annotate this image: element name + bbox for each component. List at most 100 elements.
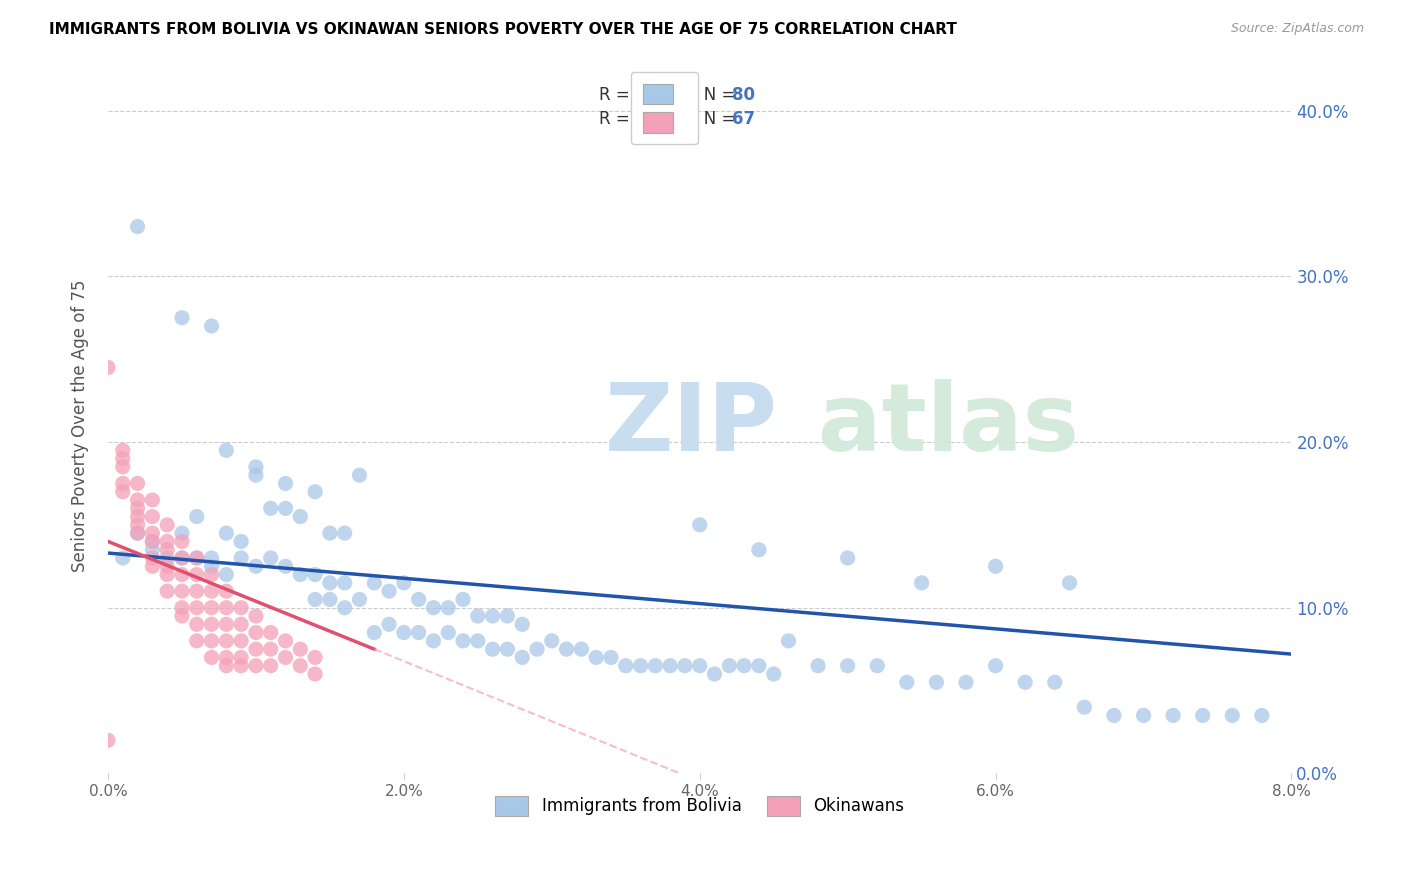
Point — [290, 642, 312, 657]
Text: N =: N = — [688, 111, 741, 128]
Point — [496, 642, 519, 657]
Point — [141, 559, 163, 574]
Point — [186, 509, 208, 524]
Text: -0.213: -0.213 — [634, 86, 695, 103]
Text: N =: N = — [688, 86, 741, 103]
Point — [231, 534, 253, 549]
Point — [319, 592, 342, 607]
Point — [274, 559, 297, 574]
Point — [245, 625, 267, 640]
Point — [1161, 708, 1184, 723]
Point — [127, 219, 149, 234]
Point — [97, 360, 120, 375]
Point — [925, 675, 948, 690]
Point — [141, 526, 163, 541]
Point — [600, 650, 623, 665]
Point — [215, 633, 238, 648]
Point — [111, 451, 134, 466]
Point — [408, 625, 430, 640]
Point — [141, 551, 163, 566]
Point — [363, 625, 385, 640]
Point — [955, 675, 977, 690]
Point — [274, 501, 297, 516]
Text: atlas: atlas — [818, 379, 1078, 472]
Point — [156, 559, 179, 574]
Point — [186, 600, 208, 615]
Point — [569, 642, 592, 657]
Point — [807, 658, 830, 673]
Point — [510, 650, 533, 665]
Point — [245, 559, 267, 574]
Point — [467, 633, 489, 648]
Point — [689, 658, 711, 673]
Point — [231, 633, 253, 648]
Point — [170, 567, 193, 582]
Point — [200, 584, 222, 599]
Point — [200, 650, 222, 665]
Point — [1014, 675, 1036, 690]
Legend: Immigrants from Bolivia, Okinawans: Immigrants from Bolivia, Okinawans — [486, 788, 912, 824]
Point — [231, 650, 253, 665]
Point — [141, 542, 163, 557]
Point — [510, 617, 533, 632]
Point — [274, 633, 297, 648]
Point — [290, 567, 312, 582]
Point — [304, 592, 326, 607]
Point — [319, 575, 342, 590]
Point — [304, 650, 326, 665]
Point — [290, 658, 312, 673]
Point — [200, 567, 222, 582]
Point — [673, 658, 696, 673]
Point — [304, 567, 326, 582]
Point — [170, 600, 193, 615]
Point — [245, 468, 267, 483]
Point — [170, 551, 193, 566]
Y-axis label: Seniors Poverty Over the Age of 75: Seniors Poverty Over the Age of 75 — [72, 279, 89, 572]
Point — [170, 526, 193, 541]
Point — [97, 733, 120, 747]
Point — [659, 658, 682, 673]
Text: Source: ZipAtlas.com: Source: ZipAtlas.com — [1230, 22, 1364, 36]
Point — [333, 526, 356, 541]
Point — [200, 551, 222, 566]
Point — [141, 534, 163, 549]
Point — [186, 567, 208, 582]
Point — [127, 493, 149, 508]
Point — [186, 584, 208, 599]
Point — [260, 642, 283, 657]
Point — [170, 584, 193, 599]
Point — [127, 509, 149, 524]
Point — [215, 617, 238, 632]
Point — [260, 625, 283, 640]
Point — [748, 542, 770, 557]
Point — [186, 551, 208, 566]
Point — [837, 551, 859, 566]
Point — [644, 658, 666, 673]
Text: R =: R = — [599, 111, 636, 128]
Text: 80: 80 — [731, 86, 755, 103]
Point — [896, 675, 918, 690]
Point — [231, 600, 253, 615]
Point — [200, 633, 222, 648]
Point — [156, 551, 179, 566]
Text: R =: R = — [599, 86, 636, 103]
Point — [910, 575, 932, 590]
Point — [451, 592, 474, 607]
Point — [349, 592, 371, 607]
Point — [1132, 708, 1154, 723]
Point — [245, 459, 267, 474]
Point — [762, 667, 785, 681]
Point — [215, 526, 238, 541]
Point — [141, 493, 163, 508]
Point — [127, 476, 149, 491]
Point — [333, 575, 356, 590]
Point — [630, 658, 652, 673]
Point — [1191, 708, 1213, 723]
Point — [231, 551, 253, 566]
Point — [156, 584, 179, 599]
Point — [200, 617, 222, 632]
Point — [215, 443, 238, 458]
Point — [111, 443, 134, 458]
Point — [231, 658, 253, 673]
Point — [555, 642, 578, 657]
